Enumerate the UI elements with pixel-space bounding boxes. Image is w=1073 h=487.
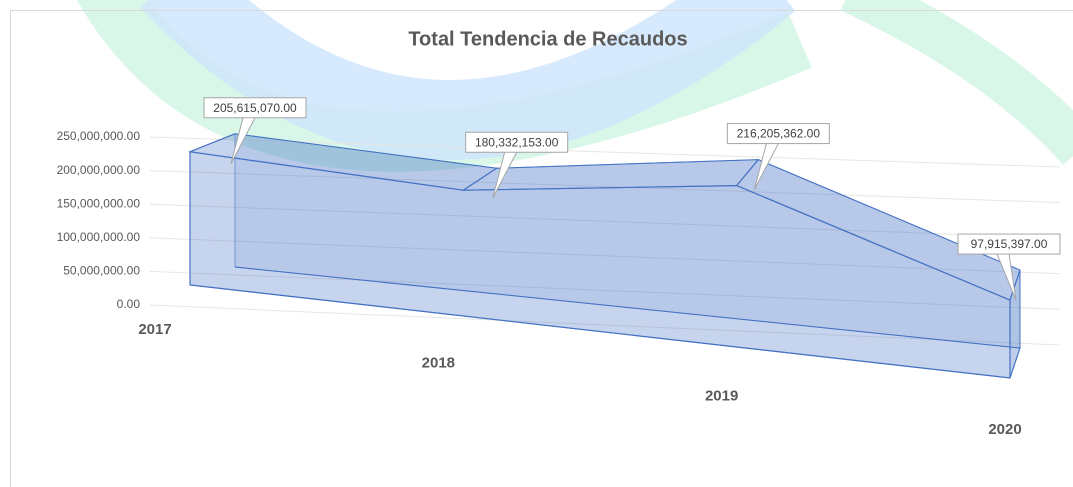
y-tick-label: 100,000,000.00 bbox=[57, 230, 141, 244]
data-label: 216,205,362.00 bbox=[737, 127, 821, 141]
data-label: 97,915,397.00 bbox=[971, 237, 1048, 251]
page: {"chart_data": {"type": "area", "title":… bbox=[0, 0, 1073, 487]
y-tick-label: 0.00 bbox=[117, 297, 141, 311]
x-tick-label: 2019 bbox=[705, 388, 738, 405]
x-tick-label: 2018 bbox=[422, 354, 455, 371]
y-tick-label: 150,000,000.00 bbox=[57, 196, 141, 210]
data-label: 205,615,070.00 bbox=[213, 101, 297, 115]
y-tick-label: 200,000,000.00 bbox=[57, 163, 141, 177]
chart: Total Tendencia de Recaudos 0.00 50,000,0… bbox=[0, 0, 1073, 487]
x-tick-label: 2020 bbox=[988, 421, 1021, 438]
chart-title: Total Tendencia de Recaudos bbox=[408, 28, 687, 50]
y-tick-label: 250,000,000.00 bbox=[57, 129, 141, 143]
x-tick-label: 2017 bbox=[138, 321, 171, 338]
data-label: 180,332,153.00 bbox=[475, 135, 559, 149]
y-tick-label: 50,000,000.00 bbox=[63, 264, 140, 278]
